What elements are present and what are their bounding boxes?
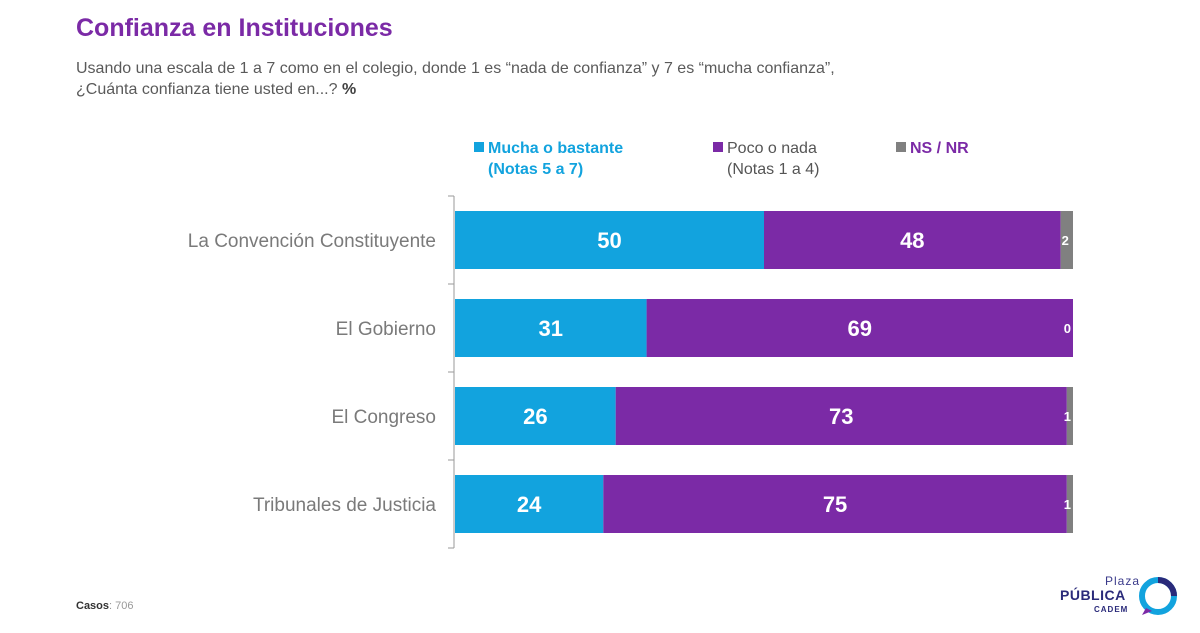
data-label: 2	[1062, 233, 1069, 248]
data-label: 69	[848, 316, 872, 341]
category-label: La Convención Constituyente	[188, 231, 436, 252]
subtitle-unit: %	[341, 81, 357, 98]
bar-segment	[1066, 387, 1073, 445]
data-label: 48	[900, 228, 924, 253]
bar-segment	[1066, 475, 1073, 533]
legend-poco: Poco o nada (Notas 1 a 4)	[713, 138, 819, 180]
legend-ns: NS / NR	[896, 138, 969, 159]
legend-mucha-sublabel: (Notas 5 a 7)	[488, 161, 584, 178]
data-label: 24	[517, 492, 542, 517]
bar-segment	[646, 299, 1073, 357]
bar-segment	[603, 475, 1067, 533]
logo-speech-bubble-icon	[1139, 577, 1177, 615]
legend-mucha: Mucha o bastante (Notas 5 a 7)	[474, 138, 623, 180]
plaza-publica-logo: Plaza PÚBLICA CADEM	[1058, 574, 1178, 622]
data-label: 73	[829, 404, 853, 429]
bar-segment	[455, 387, 616, 445]
data-label: 1	[1064, 497, 1071, 512]
data-label: 50	[597, 228, 621, 253]
bar-segment	[615, 387, 1067, 445]
bar-segment	[1060, 211, 1073, 269]
data-label: 26	[523, 404, 547, 429]
legend-swatch-mucha	[474, 142, 484, 152]
legend-mucha-label: Mucha o bastante	[488, 140, 624, 157]
category-label: Tribunales de Justicia	[253, 495, 436, 516]
legend-poco-sublabel: (Notas 1 a 4)	[727, 161, 820, 178]
legend-swatch-ns	[896, 142, 906, 152]
logo-line-3: CADEM	[1094, 605, 1129, 614]
subtitle-line-2: ¿Cuánta confianza tiene usted en...?	[76, 81, 338, 98]
footer-cases-value: : 706	[109, 600, 134, 612]
data-label: 0	[1064, 321, 1071, 336]
footer-cases: Casos: 706	[76, 600, 134, 612]
logo-line-1: Plaza	[1104, 574, 1140, 588]
legend-poco-label: Poco o nada	[727, 140, 817, 157]
legend-swatch-poco	[713, 142, 723, 152]
subtitle-line-1: Usando una escala de 1 a 7 como en el co…	[76, 60, 835, 77]
category-label: El Gobierno	[336, 319, 436, 340]
category-label: El Congreso	[331, 407, 436, 428]
footer-cases-label: Casos	[76, 600, 110, 612]
chart-title: Confianza en Instituciones	[76, 14, 393, 42]
bar-segment	[455, 475, 604, 533]
logo-line-2: PÚBLICA	[1060, 587, 1126, 603]
data-label: 31	[539, 316, 563, 341]
data-label: 75	[823, 492, 847, 517]
bar-segment	[764, 211, 1061, 269]
legend-ns-label: NS / NR	[910, 140, 969, 157]
bar-segment	[455, 211, 764, 269]
data-label: 1	[1064, 409, 1071, 424]
chart-subtitle: Usando una escala de 1 a 7 como en el co…	[76, 58, 1036, 100]
bar-segment	[455, 299, 647, 357]
